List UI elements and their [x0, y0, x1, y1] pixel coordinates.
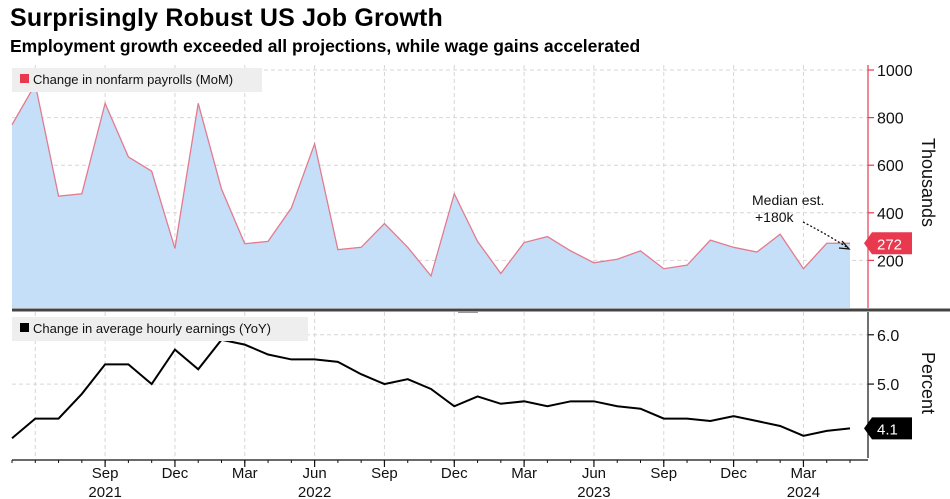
x-axis-year-label: 2024	[787, 484, 820, 499]
earnings-legend: Change in average hourly earnings (YoY)	[12, 317, 308, 341]
payrolls-tick-label: 200	[877, 253, 904, 270]
chart-title: Surprisingly Robust US Job Growth	[10, 4, 444, 32]
payrolls-y-ticks: 200 400 600 800 1000	[868, 63, 913, 270]
earnings-y-ticks: 5.0 6.0	[868, 328, 899, 394]
x-axis-month-label: Sep	[371, 465, 398, 482]
x-axis-month-label: Dec	[720, 465, 747, 482]
payrolls-y-axis-title: Thousands	[918, 138, 938, 227]
payrolls-last-value-badge: 272	[864, 232, 912, 255]
x-axis-month-label: Sep	[650, 465, 677, 482]
earnings-badge-bg	[864, 417, 912, 440]
x-axis-year-label: 2021	[88, 484, 121, 499]
x-axis-month-label: Dec	[441, 465, 468, 482]
payrolls-tick-label: 400	[877, 206, 904, 223]
payrolls-legend-label: Change in nonfarm payrolls (MoM)	[33, 72, 233, 87]
payrolls-tick-label: 1000	[877, 63, 913, 80]
earnings-y-axis-title: Percent	[918, 352, 938, 414]
x-axis-year-label: 2022	[298, 484, 331, 499]
earnings-badge-text: 4.1	[877, 421, 898, 438]
earnings-legend-swatch	[20, 323, 29, 332]
earnings-tick-label: 6.0	[877, 328, 899, 345]
median-est-label: Median est.	[752, 192, 824, 208]
earnings-line	[11, 338, 851, 440]
chart-subtitle: Employment growth exceeded all projectio…	[10, 36, 641, 56]
payrolls-tick-label: 600	[877, 158, 904, 175]
payrolls-panel: 200 400 600 800 1000 Thousands Change in non…	[11, 63, 938, 308]
x-axis-month-label: Dec	[162, 465, 189, 482]
x-axis-year-label: 2023	[577, 484, 610, 499]
x-axis: Sep Dec Mar Jun Sep Dec Mar Jun Sep Dec Mar 2021 202…	[11, 459, 868, 499]
earnings-legend-label: Change in average hourly earnings (YoY)	[33, 321, 271, 336]
median-est-arrowhead	[838, 240, 851, 250]
payrolls-badge-text: 272	[877, 236, 902, 253]
median-est-arrow	[802, 221, 849, 249]
payrolls-legend: Change in nonfarm payrolls (MoM)	[12, 68, 262, 92]
x-axis-month-label: Sep	[92, 465, 119, 482]
median-est-value: +180k	[755, 209, 795, 225]
x-axis-month-label: Mar	[511, 465, 537, 482]
payrolls-area	[12, 84, 850, 308]
x-axis-month-label: Jun	[303, 465, 327, 482]
x-axis-month-label: Jun	[582, 465, 606, 482]
earnings-legend-bg	[12, 317, 308, 341]
payrolls-legend-bg	[12, 68, 262, 92]
x-axis-month-label: Mar	[791, 465, 817, 482]
payrolls-legend-swatch	[20, 74, 29, 83]
earnings-panel: 5.0 6.0 Percent Change in average hourly …	[11, 312, 938, 458]
earnings-last-value-badge: 4.1	[864, 417, 912, 440]
median-estimate-annotation: Median est. +180k	[752, 192, 851, 250]
payrolls-badge-bg	[864, 232, 912, 255]
payrolls-tick-label: 800	[877, 111, 904, 128]
x-axis-month-label: Mar	[232, 465, 258, 482]
payrolls-line	[11, 82, 850, 278]
earnings-tick-label: 5.0	[877, 377, 899, 394]
